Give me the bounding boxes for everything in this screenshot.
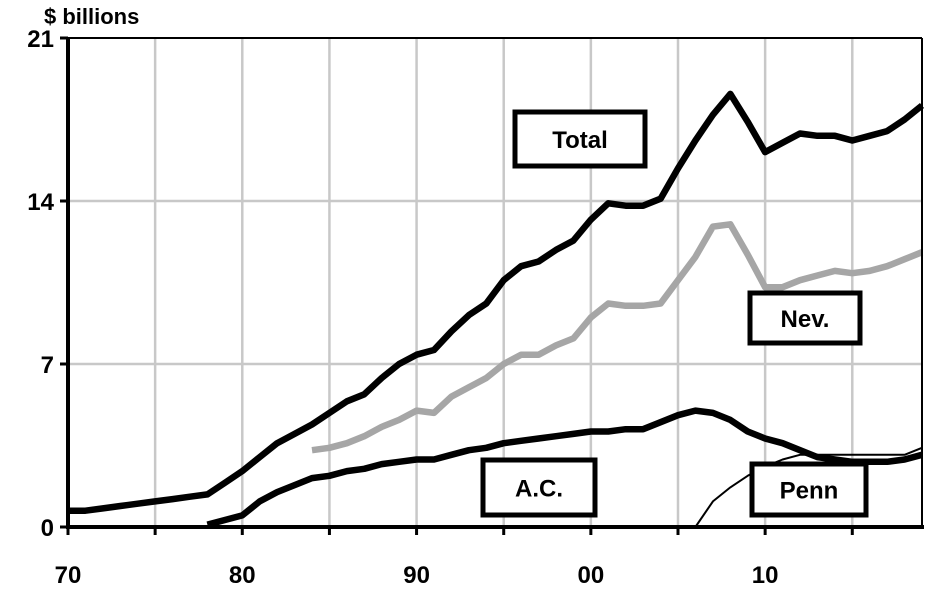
- label-text-ac: A.C.: [515, 476, 563, 503]
- label-text-total: Total: [552, 127, 608, 154]
- series-lines: [68, 90, 925, 528]
- series-labels: Total Nev. A.C. Penn: [480, 109, 869, 518]
- series-line-total: [68, 90, 925, 514]
- label-text-penn: Penn: [780, 478, 839, 505]
- y-axis-unit-label: $ billions: [44, 4, 139, 29]
- series-line-nev: [311, 221, 924, 454]
- y-tick-label: 0: [41, 515, 54, 542]
- x-tick-label: 90: [403, 562, 430, 589]
- tick-labels: 0 7 14 21 70 80 90 00 10: [27, 26, 778, 589]
- plot-frame: [60, 36, 924, 535]
- x-tick-label: 10: [752, 562, 779, 589]
- y-tick-label: 7: [41, 352, 54, 379]
- label-box-nev: [747, 290, 863, 346]
- label-box-penn: [749, 461, 869, 518]
- label-box-total: [512, 109, 648, 169]
- series-line-ac: [206, 407, 923, 528]
- label-text-nev: Nev.: [781, 306, 830, 333]
- x-tick-label: 70: [55, 562, 82, 589]
- series-line-penn: [694, 446, 923, 528]
- y-tick-label: 21: [27, 26, 54, 53]
- x-tick-label: 00: [578, 562, 605, 589]
- y-tick-label: 14: [27, 189, 54, 216]
- label-box-ac: [480, 457, 598, 518]
- x-tick-label: 80: [229, 562, 256, 589]
